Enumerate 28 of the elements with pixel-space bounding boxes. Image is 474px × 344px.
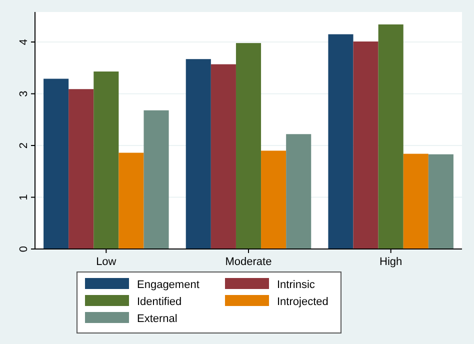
bar	[210, 64, 236, 249]
y-tick-label: 1	[18, 194, 30, 200]
bar	[68, 89, 94, 249]
bar	[403, 154, 428, 249]
legend-label: Identified	[137, 296, 182, 308]
bar	[44, 78, 69, 249]
bar	[378, 24, 404, 249]
legend-label: Introjected	[277, 296, 328, 308]
y-tick-label: 4	[18, 38, 30, 46]
bar	[144, 110, 169, 249]
bar	[118, 152, 144, 249]
legend-label: Intrinsic	[277, 279, 316, 291]
bar	[428, 154, 454, 249]
y-tick-label: 2	[18, 142, 30, 149]
bar	[286, 134, 312, 249]
legend-label: Engagement	[137, 279, 200, 291]
y-tick-label: 3	[18, 90, 30, 97]
bar	[186, 59, 211, 249]
bar	[94, 72, 119, 249]
x-tick-label: Low	[96, 256, 116, 268]
bar	[261, 150, 286, 249]
y-tick-label: 0	[18, 246, 30, 252]
bar	[353, 41, 378, 249]
legend-label: External	[137, 313, 178, 325]
bar	[328, 34, 354, 249]
bar	[236, 43, 262, 249]
x-tick-label: High	[380, 256, 402, 268]
x-tick-label: Moderate	[225, 256, 272, 268]
